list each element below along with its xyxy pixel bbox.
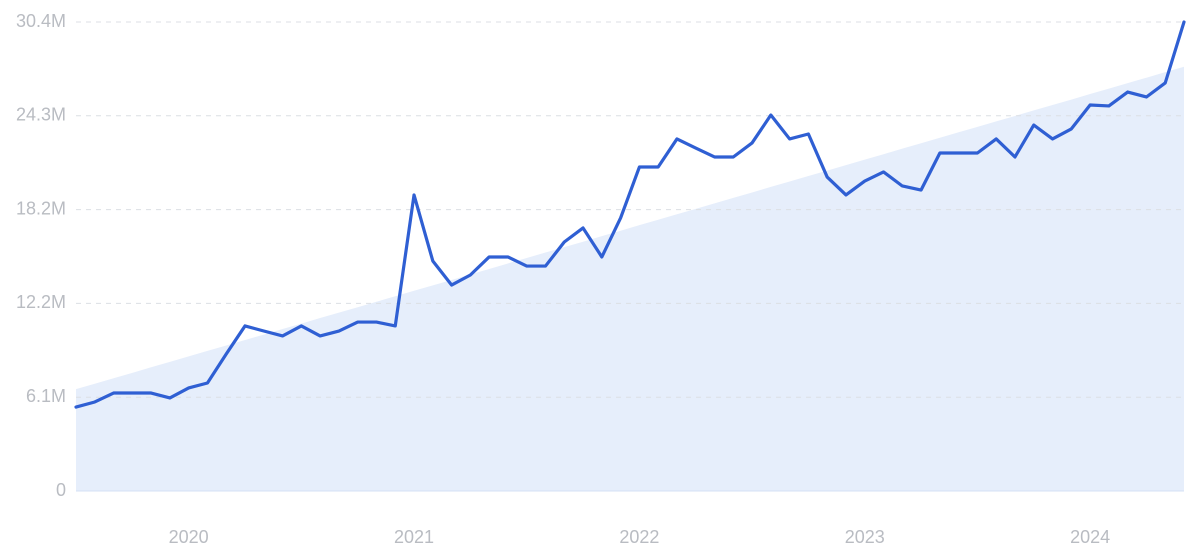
x-tick-label: 2023	[845, 527, 885, 547]
x-tick-label: 2021	[394, 527, 434, 547]
y-tick-label: 24.3M	[16, 105, 66, 125]
x-tick-label: 2020	[169, 527, 209, 547]
y-tick-label: 18.2M	[16, 198, 66, 218]
y-tick-label: 0	[56, 480, 66, 500]
y-tick-label: 30.4M	[16, 11, 66, 31]
x-tick-label: 2024	[1070, 527, 1110, 547]
y-tick-label: 12.2M	[16, 292, 66, 312]
y-tick-label: 6.1M	[26, 386, 66, 406]
trend-area	[76, 66, 1184, 491]
trend-line	[74, 20, 1186, 409]
x-tick-label: 2022	[619, 527, 659, 547]
